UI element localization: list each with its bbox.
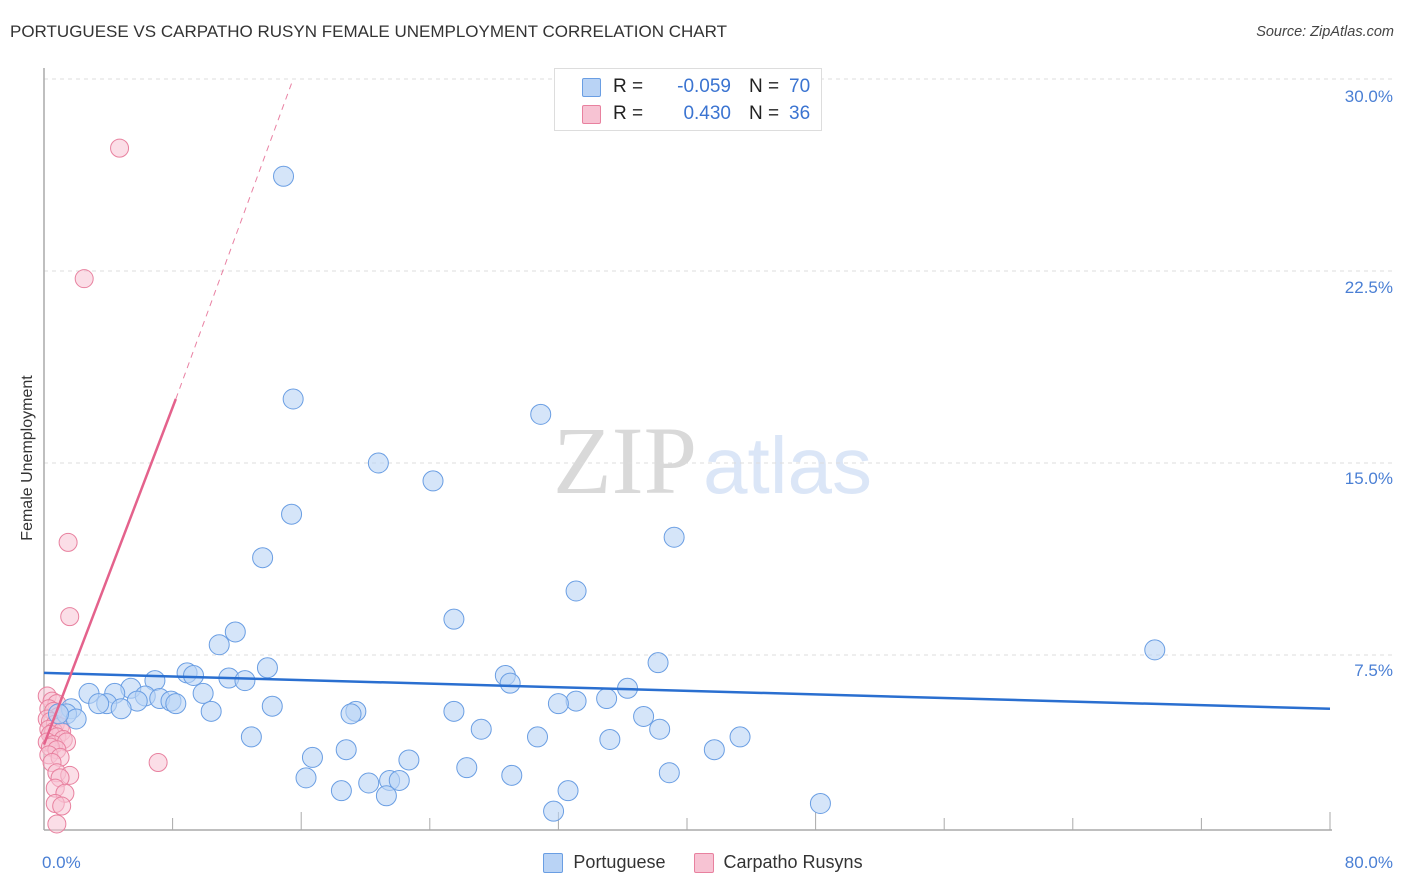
data-point-portuguese (110, 698, 132, 720)
data-point-portuguese (527, 726, 549, 748)
data-point-portuguese (729, 726, 751, 748)
data-point-portuguese (282, 388, 304, 410)
legend-n-value: 36 (789, 103, 811, 124)
legend-item-portuguese[interactable]: Portuguese (543, 852, 666, 873)
portuguese-trend-line (43, 671, 1331, 711)
trend-lines (42, 78, 1331, 746)
data-point-portuguese (234, 670, 256, 692)
data-point-portuguese (398, 749, 420, 771)
data-point-carpatho-rusyns (52, 796, 72, 816)
data-point-carpatho-rusyns (148, 753, 168, 773)
x-tick-max: 80.0% (1344, 853, 1393, 872)
data-point-portuguese (281, 503, 303, 525)
legend-row-carpatho-rusyns: R = 0.430 N = 36 (582, 103, 810, 125)
data-point-portuguese (256, 657, 278, 679)
data-point-portuguese (65, 708, 87, 730)
blue-swatch-icon (582, 77, 601, 97)
legend-r-label: R = (613, 76, 644, 97)
data-point-portuguese (240, 726, 262, 748)
data-point-portuguese (358, 772, 380, 794)
carpatho-rusyns-points (37, 138, 168, 834)
y-tick-15: 15.0% (1344, 469, 1393, 488)
data-point-portuguese (596, 688, 618, 710)
source-credit: Source: ZipAtlas.com (1256, 24, 1394, 40)
stats-legend: R = -0.059 N = 70 R = 0.430 N = 36 (554, 68, 822, 131)
legend-n-label: N = (749, 76, 780, 97)
data-point-portuguese (261, 695, 283, 717)
data-point-portuguese (335, 739, 357, 761)
data-point-carpatho-rusyns (58, 532, 78, 552)
data-point-portuguese (252, 547, 274, 569)
data-point-portuguese (443, 700, 465, 722)
gridlines (44, 78, 1395, 656)
legend-row-portuguese: R = -0.059 N = 70 (582, 76, 810, 98)
data-point-portuguese (565, 690, 587, 712)
y-tick-7-5: 7.5% (1354, 661, 1393, 680)
legend-item-carpatho-rusyns[interactable]: Carpatho Rusyns (693, 852, 863, 873)
legend-r-label: R = (613, 103, 644, 124)
data-point-portuguese (367, 452, 389, 474)
carpatho-rusyns-trend-extension (175, 78, 294, 400)
legend-n-label: N = (749, 103, 780, 124)
data-point-portuguese (649, 718, 671, 740)
data-point-portuguese (88, 693, 110, 715)
data-point-portuguese (165, 693, 187, 715)
portuguese-points (47, 165, 1166, 822)
data-point-portuguese (301, 746, 323, 768)
data-point-portuguese (375, 785, 397, 807)
data-point-portuguese (530, 403, 552, 425)
data-point-portuguese (388, 769, 410, 791)
data-point-portuguese (443, 608, 465, 630)
data-point-portuguese (809, 792, 831, 814)
data-point-portuguese (224, 621, 246, 643)
data-point-portuguese (192, 682, 214, 704)
data-point-portuguese (647, 652, 669, 674)
data-point-portuguese (565, 580, 587, 602)
data-point-portuguese (501, 764, 523, 786)
data-point-carpatho-rusyns (74, 269, 94, 289)
pink-swatch-icon (693, 852, 714, 873)
data-point-portuguese (200, 700, 222, 722)
data-point-portuguese (658, 762, 680, 784)
data-point-carpatho-rusyns (60, 607, 80, 627)
data-point-portuguese (295, 767, 317, 789)
legend-r-value: 0.430 (683, 103, 731, 124)
data-point-portuguese (330, 780, 352, 802)
data-point-portuguese (599, 728, 621, 750)
y-tick-22-5: 22.5% (1344, 278, 1393, 297)
series-legend: Portuguese Carpatho Rusyns (0, 852, 1406, 873)
carpatho-rusyns-trend-line (42, 398, 177, 746)
legend-label-carpatho-rusyns: Carpatho Rusyns (723, 852, 863, 872)
data-point-portuguese (547, 693, 569, 715)
data-point-portuguese (557, 780, 579, 802)
data-point-portuguese (470, 718, 492, 740)
data-point-portuguese (633, 705, 655, 727)
y-tick-30: 30.0% (1344, 87, 1393, 106)
blue-swatch-icon (543, 852, 564, 873)
data-point-carpatho-rusyns (110, 138, 130, 158)
data-point-carpatho-rusyns (47, 814, 67, 834)
pink-swatch-icon (582, 104, 601, 124)
legend-r-value: -0.059 (677, 76, 731, 97)
data-point-portuguese (456, 757, 478, 779)
chart-title: PORTUGUESE VS CARPATHO RUSYN FEMALE UNEM… (10, 22, 727, 41)
data-point-portuguese (663, 526, 685, 548)
data-point-portuguese (703, 739, 725, 761)
data-point-portuguese (543, 800, 565, 822)
y-axis-label: Female Unemployment (19, 375, 36, 541)
data-point-portuguese (1144, 639, 1166, 661)
data-point-portuguese (273, 165, 295, 187)
axes (43, 68, 1332, 831)
data-point-portuguese (499, 672, 521, 694)
x-tick-min: 0.0% (42, 853, 81, 872)
data-point-portuguese (208, 634, 230, 656)
data-point-portuguese (422, 470, 444, 492)
legend-n-value: 70 (789, 76, 811, 97)
legend-label-portuguese: Portuguese (573, 852, 666, 872)
data-point-portuguese (182, 664, 204, 686)
data-point-portuguese (340, 703, 362, 725)
